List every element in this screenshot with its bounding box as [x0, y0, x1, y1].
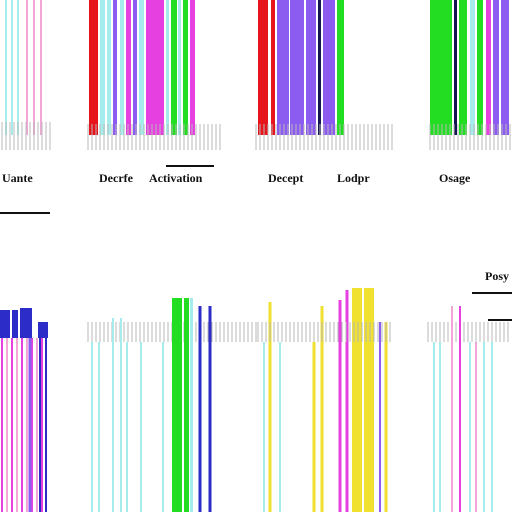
label-uante: Uante [2, 171, 33, 185]
dark-band [318, 0, 321, 135]
stripe-band [126, 0, 131, 135]
yellow-band [352, 288, 362, 512]
stripe-band [12, 310, 18, 338]
red-band [89, 0, 98, 135]
stripe-band [290, 0, 304, 135]
stripe-band [166, 0, 169, 135]
green-band [430, 0, 452, 135]
green-band [171, 0, 177, 135]
stripe-band [190, 298, 193, 512]
label-posy: Posy [485, 269, 509, 283]
violet-band [277, 0, 289, 135]
stripe-band [133, 0, 137, 135]
stripe-band [477, 0, 483, 135]
blue-block [0, 310, 10, 338]
stripe-band [107, 0, 111, 135]
stripe-band [364, 288, 374, 512]
stripe-band [146, 0, 150, 135]
stripe-band [20, 308, 32, 338]
stripe-band [493, 0, 499, 135]
stripe-band [501, 0, 509, 135]
stripe-band [183, 0, 188, 135]
stripe-band [190, 0, 195, 135]
stripe-band [337, 0, 344, 135]
stripe-band [38, 322, 48, 338]
label-decept: Decept [268, 171, 304, 185]
stripe-band [470, 0, 475, 135]
stripe-band [323, 0, 335, 135]
stripe-band [184, 298, 189, 512]
dark-band [454, 0, 457, 135]
label-decrfe: Decrfe [99, 171, 133, 185]
stripe-band [486, 0, 491, 135]
label-lodpr: Lodpr [337, 171, 370, 185]
stripe-band [459, 0, 467, 135]
stripe-band [306, 0, 316, 135]
stripe-band [113, 0, 117, 135]
stripe-band [178, 0, 181, 135]
red-band [258, 0, 268, 135]
stripe-band [139, 0, 144, 135]
magenta-band [150, 0, 164, 135]
label-activation: Activation [149, 171, 203, 185]
green-band [172, 298, 182, 512]
label-osage: Osage [439, 171, 471, 185]
stripe-band [271, 0, 275, 135]
stripe-band [100, 0, 105, 135]
stripe-band [120, 0, 124, 135]
